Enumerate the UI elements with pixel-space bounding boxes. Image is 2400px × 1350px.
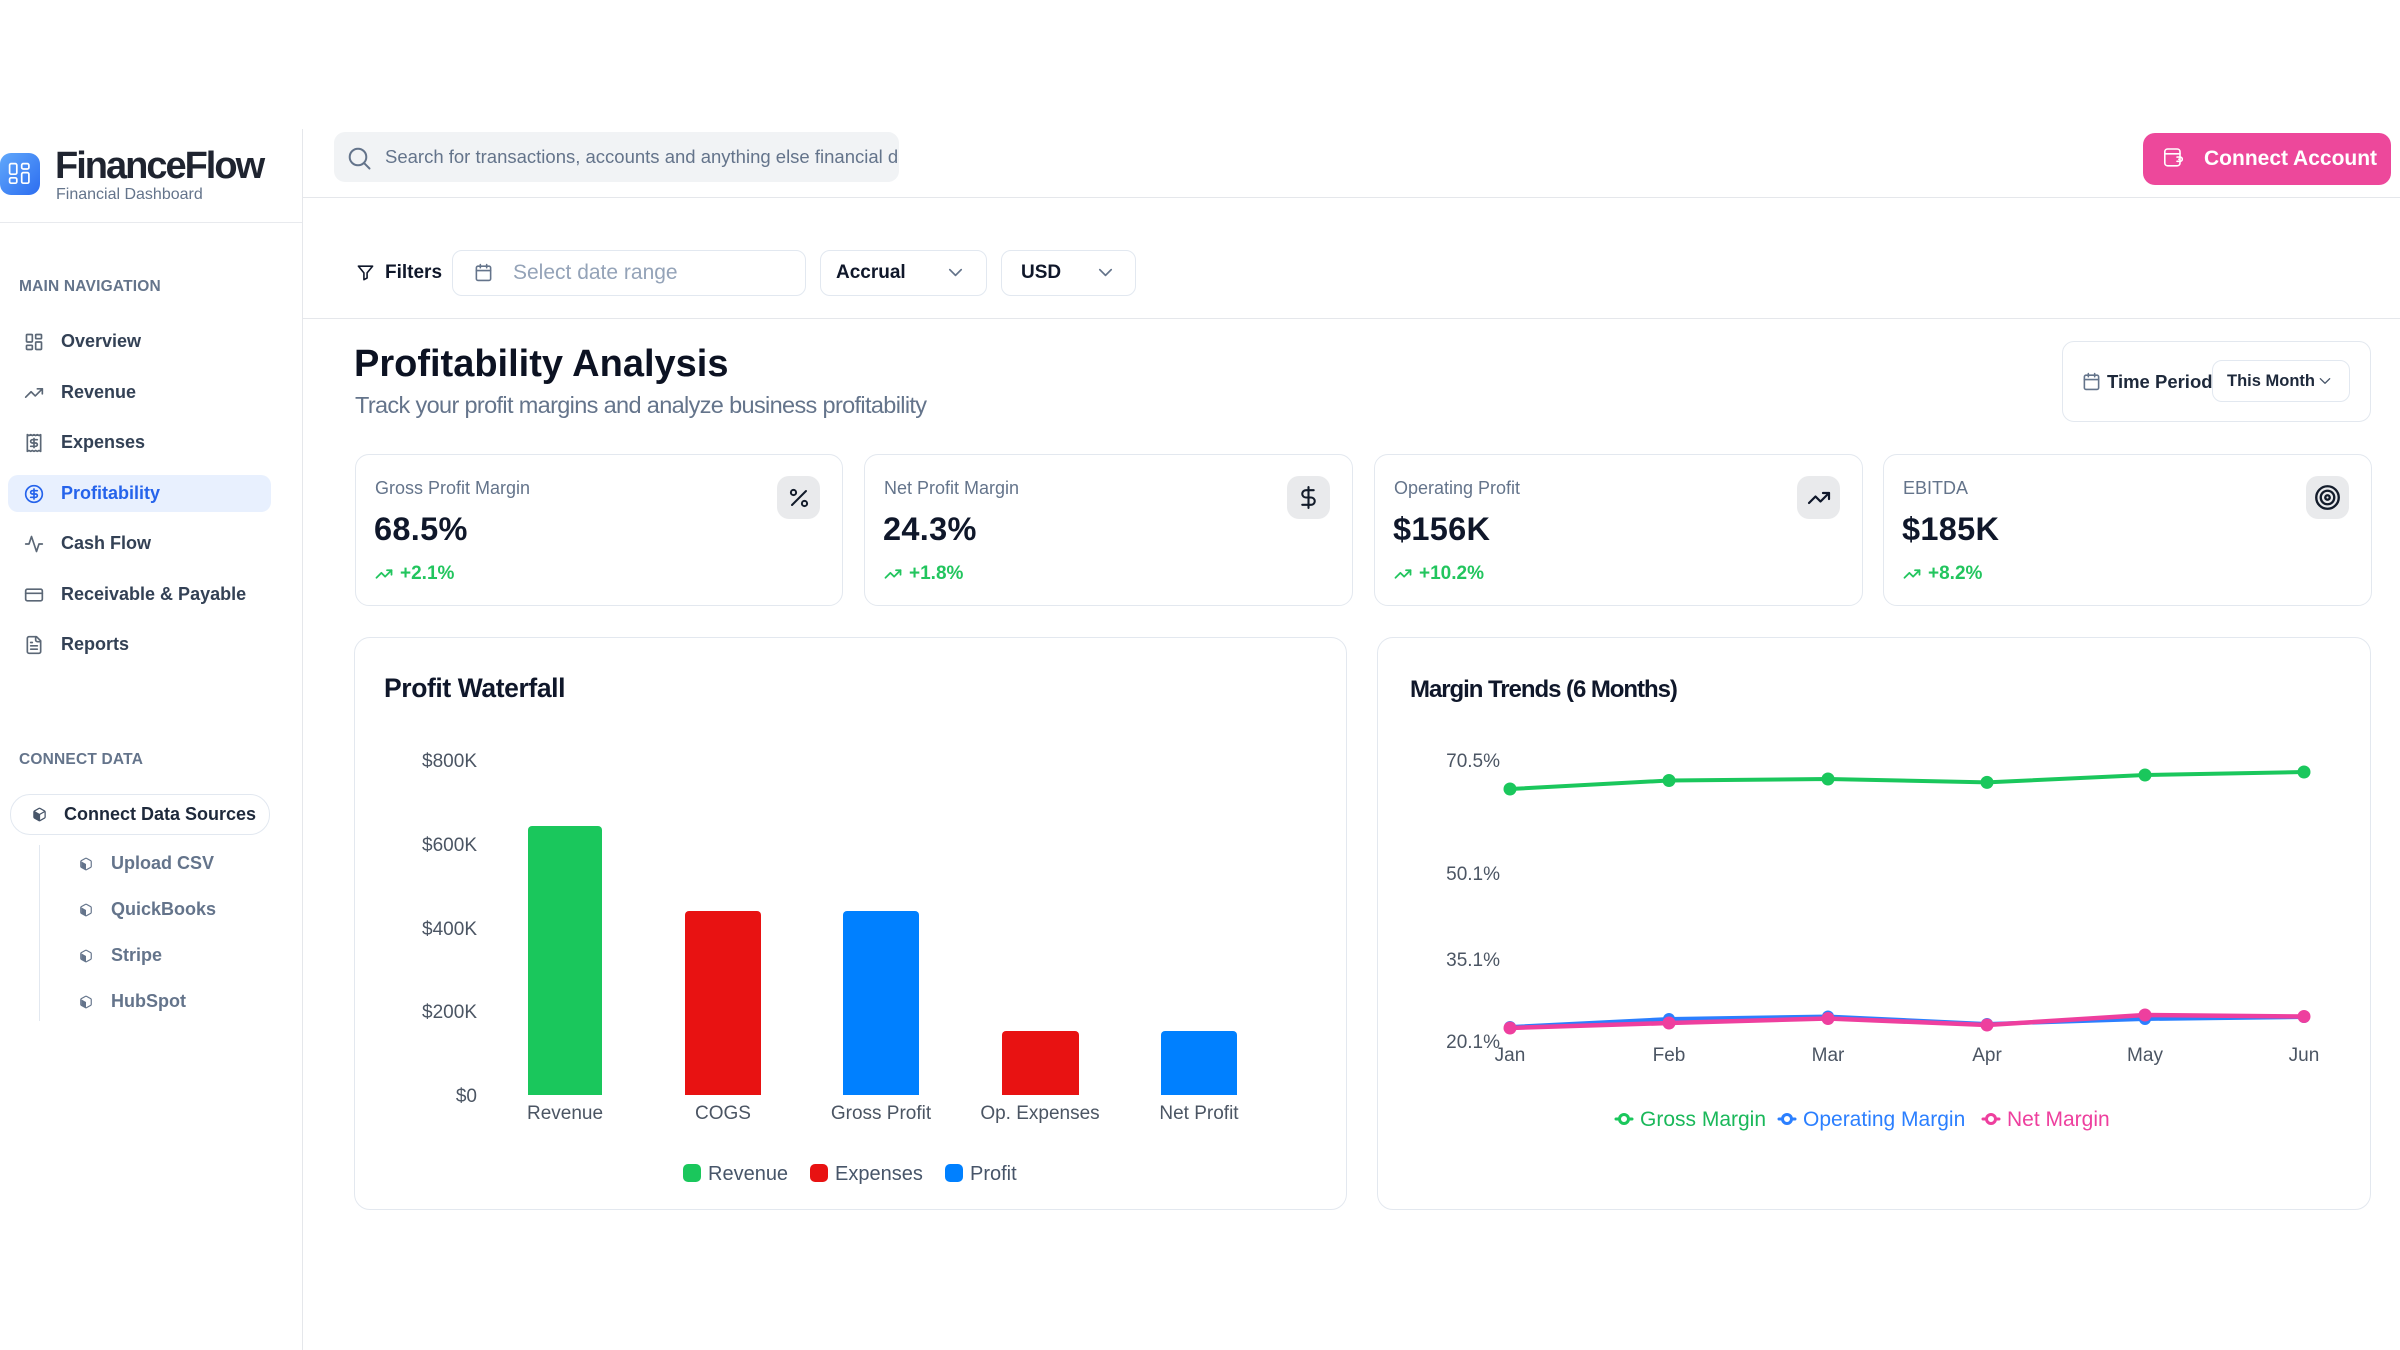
svg-text:70.5%: 70.5% bbox=[1446, 751, 1500, 772]
svg-text:Apr: Apr bbox=[1972, 1045, 2002, 1066]
svg-text:$600K: $600K bbox=[422, 835, 477, 856]
svg-text:Feb: Feb bbox=[1653, 1045, 1686, 1066]
svg-text:Net Margin: Net Margin bbox=[2007, 1108, 2110, 1131]
svg-text:Op. Expenses: Op. Expenses bbox=[980, 1103, 1099, 1124]
svg-text:$200K: $200K bbox=[422, 1002, 477, 1023]
svg-text:Jan: Jan bbox=[1495, 1045, 1526, 1066]
svg-text:$800K: $800K bbox=[422, 751, 477, 772]
svg-text:Profit: Profit bbox=[970, 1163, 1017, 1185]
svg-text:Revenue: Revenue bbox=[527, 1103, 603, 1124]
svg-text:$0: $0 bbox=[456, 1086, 477, 1107]
svg-text:$400K: $400K bbox=[422, 919, 477, 940]
svg-text:May: May bbox=[2127, 1045, 2163, 1066]
svg-text:Margin Trends (6 Months): Margin Trends (6 Months) bbox=[1410, 676, 1677, 703]
svg-text:20.1%: 20.1% bbox=[1446, 1032, 1500, 1053]
svg-text:35.1%: 35.1% bbox=[1446, 950, 1500, 971]
svg-text:Expenses: Expenses bbox=[835, 1163, 923, 1185]
svg-text:COGS: COGS bbox=[695, 1103, 751, 1124]
svg-text:50.1%: 50.1% bbox=[1446, 864, 1500, 885]
svg-text:Revenue: Revenue bbox=[708, 1163, 788, 1185]
svg-text:Operating Margin: Operating Margin bbox=[1803, 1108, 1965, 1131]
svg-text:Net Profit: Net Profit bbox=[1159, 1103, 1239, 1124]
svg-text:Gross Profit: Gross Profit bbox=[831, 1103, 932, 1124]
svg-text:Mar: Mar bbox=[1812, 1045, 1845, 1066]
svg-text:Jun: Jun bbox=[2289, 1045, 2320, 1066]
svg-text:Profit Waterfall: Profit Waterfall bbox=[384, 673, 565, 703]
svg-text:Gross Margin: Gross Margin bbox=[1640, 1108, 1766, 1131]
